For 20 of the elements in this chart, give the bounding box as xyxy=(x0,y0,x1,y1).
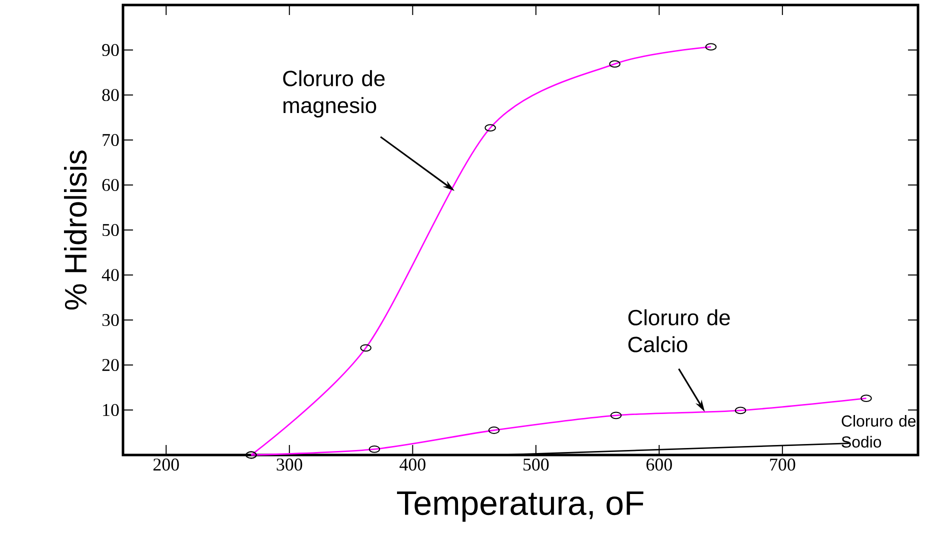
x-tick-label: 200 xyxy=(153,458,179,471)
x-axis-title: Temperatura, oF xyxy=(397,491,644,522)
y-tick-label: 80 xyxy=(102,88,119,102)
y-tick-label: 40 xyxy=(102,268,119,282)
y-tick-label: 50 xyxy=(102,224,119,236)
x-tick-label: 700 xyxy=(770,458,796,471)
y-tick-label: 30 xyxy=(102,314,119,326)
y-tick-label: 70 xyxy=(102,134,119,146)
y-tick-label: 90 xyxy=(102,44,119,56)
y-tick-label: 60 xyxy=(102,178,119,192)
y-axis-title: % Hidrolisis xyxy=(64,150,87,310)
x-tick-label: 500 xyxy=(524,458,549,471)
annotation: Cloruro de Calcio xyxy=(628,309,730,352)
annotation: Cloruro de magnesio xyxy=(283,70,385,118)
y-tick-label: 10 xyxy=(103,404,119,416)
y-tick-label: 20 xyxy=(102,358,119,372)
annotation: Cloruro de Sodio xyxy=(842,414,916,448)
x-tick-label: 600 xyxy=(646,458,672,471)
x-tick-label: 400 xyxy=(400,458,426,471)
x-tick-label: 300 xyxy=(276,458,302,471)
